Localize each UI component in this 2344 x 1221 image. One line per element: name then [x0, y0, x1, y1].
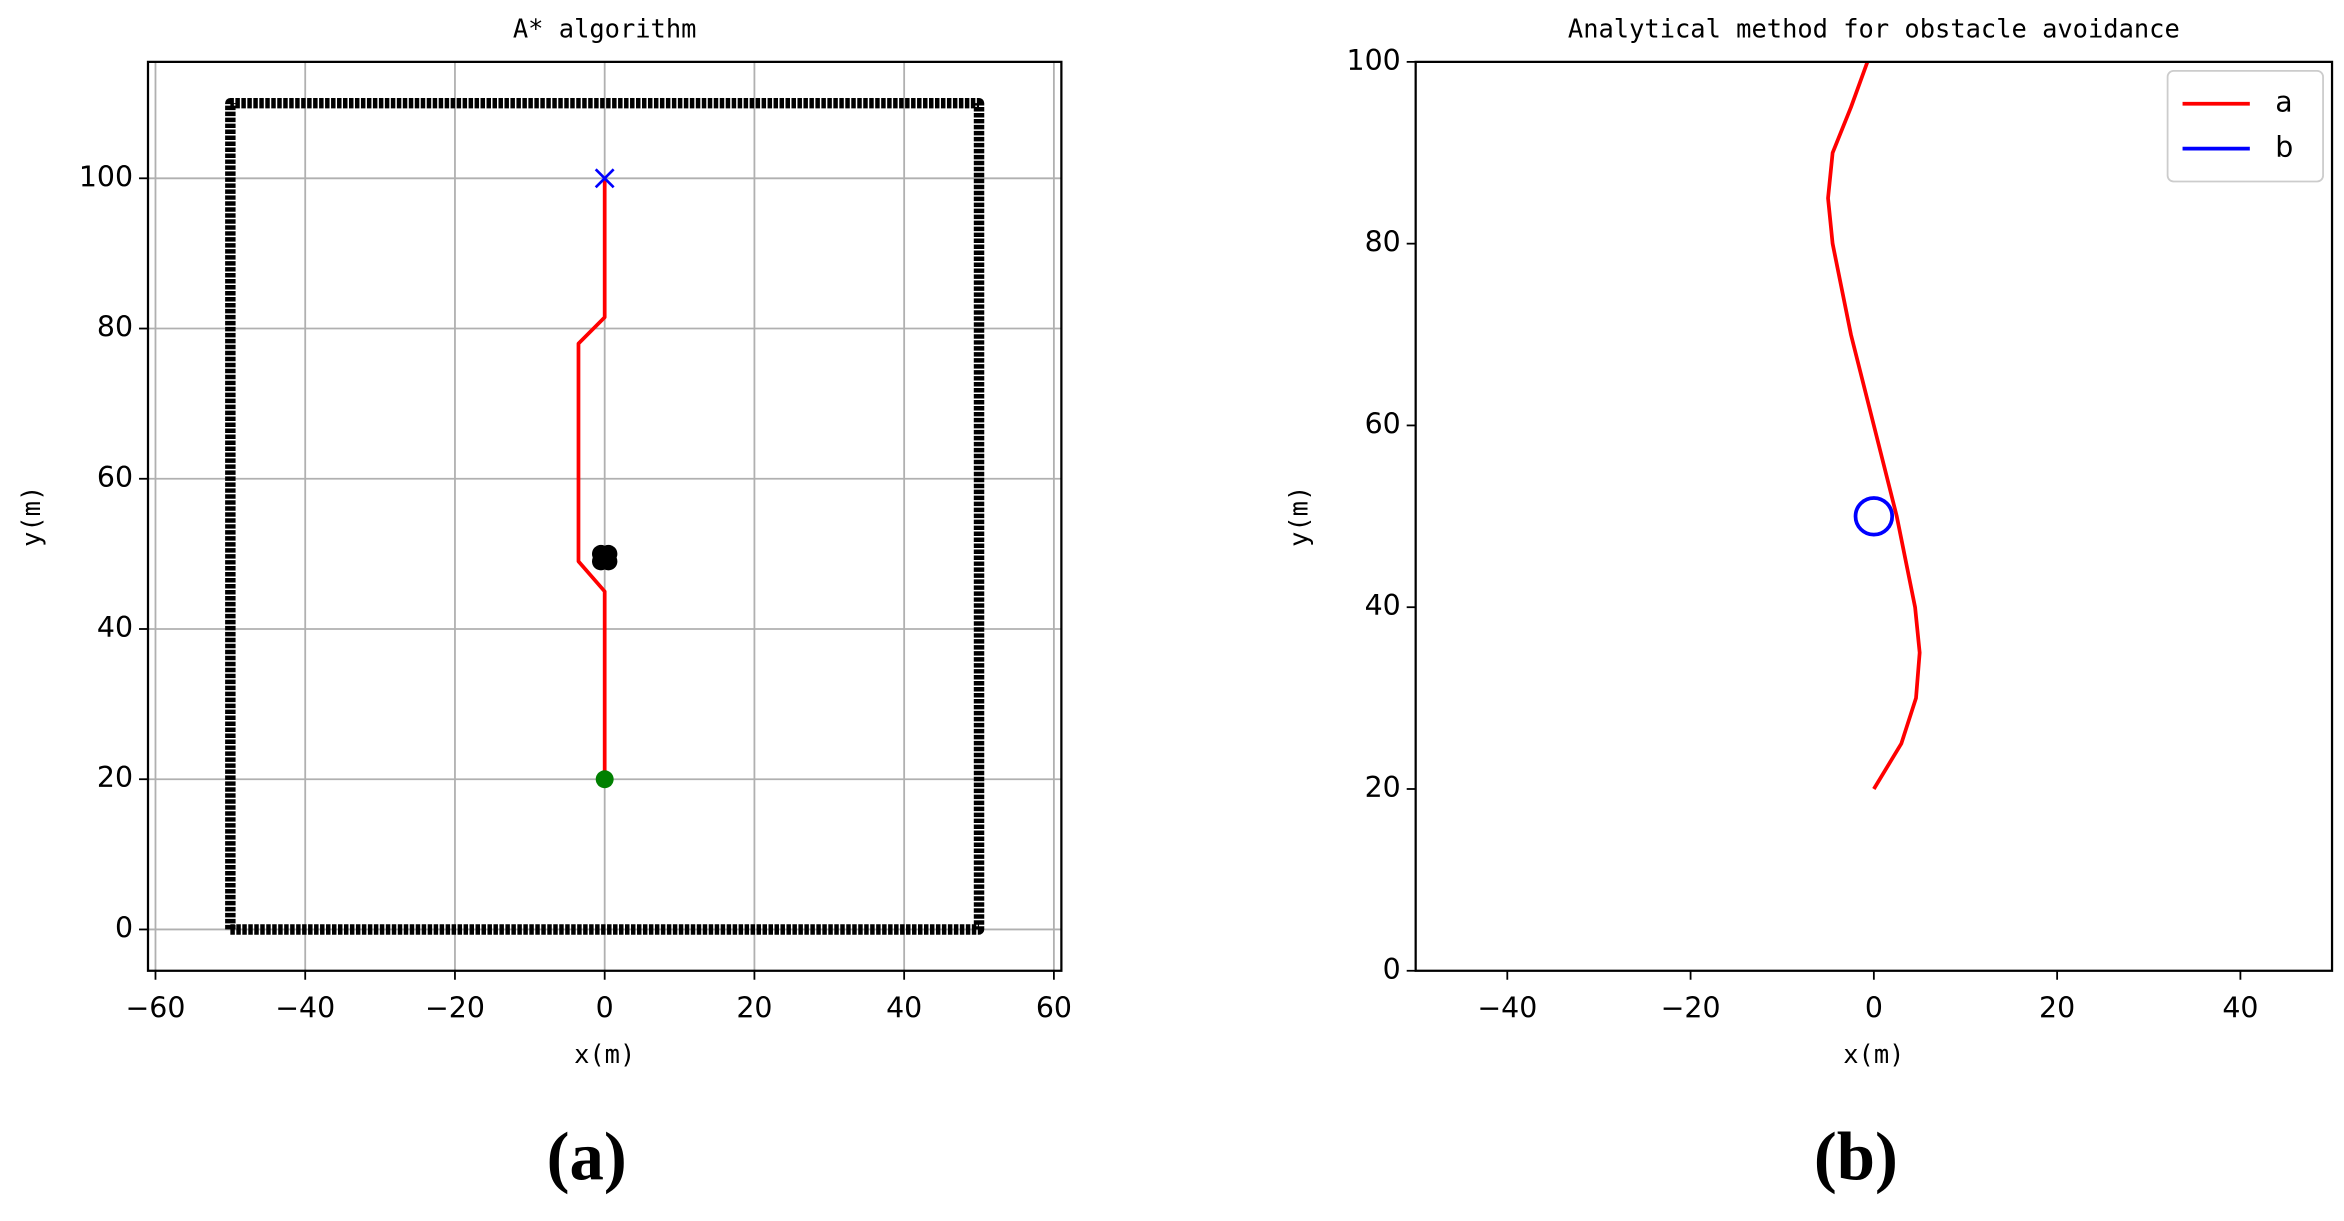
y-tick-label: 0 [1383, 953, 1401, 986]
x-tick-label: −40 [275, 992, 335, 1025]
x-stroke [594, 168, 615, 189]
x-tick-label: 20 [736, 992, 772, 1025]
y-tick-label: 60 [97, 461, 133, 494]
x-tick-label: 40 [886, 992, 922, 1025]
y-tick-label: 100 [1347, 44, 1401, 77]
x-tick-label: 0 [1865, 992, 1883, 1025]
legend-box [2166, 69, 2324, 183]
y-tick-label: 60 [1365, 407, 1401, 440]
series-line [576, 178, 607, 780]
chart-panel: Analytical method for obstacle avoidance… [1284, 13, 2334, 1194]
y-tick-label: 20 [1365, 771, 1401, 804]
caption: (b) [1814, 1118, 1898, 1194]
point [595, 770, 614, 789]
x-tick-label: −40 [1477, 992, 1537, 1025]
x-tick-label: 40 [2222, 992, 2258, 1025]
x-axis-label: x(m) [1843, 1039, 1904, 1069]
x-tick-label: −60 [126, 992, 186, 1025]
legend: ab [2166, 69, 2324, 183]
x-tick-label: 20 [2039, 992, 2075, 1025]
x-tick-label: 60 [1036, 992, 1072, 1025]
plot-frame [1414, 60, 2334, 972]
x-tick-label: 0 [596, 992, 614, 1025]
legend-label: a [2275, 86, 2292, 119]
caption: (a) [547, 1118, 627, 1194]
y-tick-label: 20 [97, 761, 133, 794]
y-tick-label: 40 [97, 611, 133, 644]
y-tick-label: 40 [1365, 589, 1401, 622]
y-axis-label: y(m) [16, 486, 46, 547]
point [599, 544, 618, 563]
plot-frame [146, 60, 1063, 972]
y-axis-label: y(m) [1284, 486, 1314, 547]
chart-panel: A* algorithm x(m) y(m) (a) −60 −40 −20 0 20 40 60 0… [16, 13, 1072, 1194]
y-tick-label: 0 [115, 911, 133, 944]
y-tick-label: 80 [1365, 226, 1401, 259]
legend-label: b [2275, 131, 2293, 164]
y-tick-label: 100 [79, 160, 133, 193]
chart-title: A* algorithm [513, 13, 697, 43]
x-marker [594, 168, 615, 189]
series-line [1826, 61, 1922, 790]
series-line [225, 97, 985, 935]
x-tick-label: −20 [1661, 992, 1721, 1025]
obstacle-circle [1853, 496, 1895, 537]
chart-title: Analytical method for obstacle avoidance [1568, 13, 2180, 43]
x-axis-label: x(m) [574, 1039, 635, 1069]
y-tick-label: 80 [97, 311, 133, 344]
x-tick-label: −20 [425, 992, 485, 1025]
